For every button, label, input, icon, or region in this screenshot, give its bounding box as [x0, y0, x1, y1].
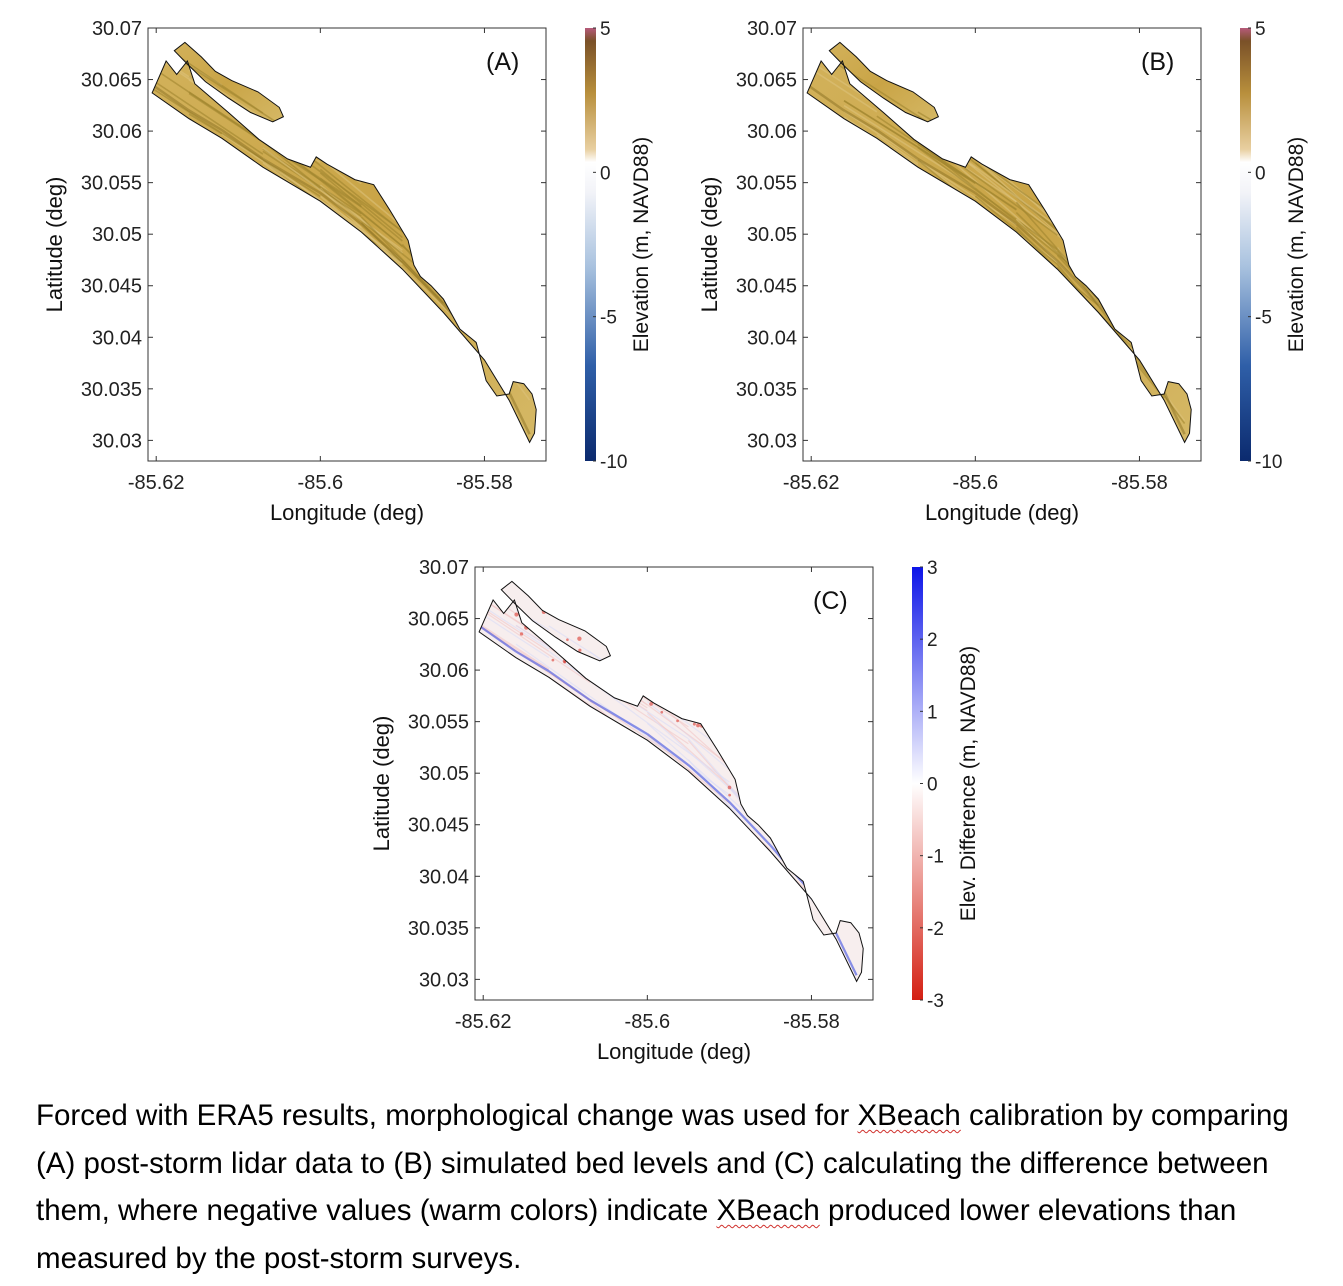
ytick-label-a-7: 30.035: [81, 379, 142, 401]
panel-label-b: (B): [1141, 48, 1174, 76]
figure-caption: Forced with ERA5 results, morphological …: [36, 1092, 1326, 1282]
ytick-label-a-8: 30.03: [92, 430, 142, 452]
xlabel-a: Longitude (deg): [270, 500, 424, 525]
domain-spit-c: [501, 581, 611, 661]
colorbar-tick-label-c-0: 3: [927, 558, 938, 579]
ytick-label-b-0: 30.07: [747, 18, 797, 40]
xlabel-c: Longitude (deg): [597, 1039, 751, 1064]
xtick-label-a-1: -85.6: [298, 472, 344, 494]
ytick-label-c-4: 30.05: [419, 763, 469, 785]
panel-label-c: (C): [813, 587, 848, 615]
ytick-label-b-8: 30.03: [747, 430, 797, 452]
ytick-label-c-0: 30.07: [419, 557, 469, 579]
ytick-label-a-2: 30.06: [92, 121, 142, 143]
ytick-label-b-7: 30.035: [736, 379, 797, 401]
xtick-label-b-0: -85.62: [783, 472, 840, 494]
colorbar-tick-label-c-3: 0: [927, 775, 938, 796]
caption-xbeach-2: XBeach: [716, 1194, 820, 1227]
figure-canvas: -85.62 -85.6 -85.5830.0730.06530.0630.0553…: [42, 18, 1308, 1064]
ytick-label-c-3: 30.055: [408, 712, 469, 734]
coastline-main-c: [478, 598, 864, 983]
ytick-label-a-3: 30.055: [81, 173, 142, 195]
coastline-spit-b: [828, 41, 940, 123]
colorbar-tick-label-a-1: 0: [600, 163, 611, 184]
domain-spit-b: [829, 42, 939, 122]
xtick-label-a-2: -85.58: [456, 472, 513, 494]
colorbar-c: [912, 567, 923, 1000]
ytick-label-c-6: 30.04: [419, 866, 469, 888]
caption-text-2: calibration by comparing (A) post-storm …: [36, 1099, 1289, 1227]
colorbar-tick-label-b-1: 0: [1255, 163, 1266, 184]
ytick-label-b-3: 30.055: [736, 173, 797, 195]
caption-xbeach-1: XBeach: [857, 1099, 961, 1132]
colorbar-label-c: Elev. Difference (m, NAVD88): [957, 646, 980, 921]
domain-spit-a: [174, 42, 284, 122]
panel-b: -85.62 -85.6 -85.5830.0730.06530.0630.0553…: [697, 18, 1308, 525]
xtick-label-a-0: -85.62: [128, 472, 185, 494]
coastline-spit-a: [173, 41, 285, 123]
colorbar-tick-label-c-4: -1: [927, 847, 944, 868]
ytick-label-b-4: 30.05: [747, 224, 797, 246]
colorbar-tick-label-a-0: 5: [600, 19, 611, 40]
colorbar-tick-label-c-1: 2: [927, 630, 938, 651]
ytick-label-c-1: 30.065: [408, 609, 469, 631]
colorbar-tick-label-c-6: -3: [927, 991, 944, 1012]
ytick-label-b-1: 30.065: [736, 70, 797, 92]
colorbar-a: [585, 28, 596, 461]
xlabel-b: Longitude (deg): [925, 500, 1079, 525]
xtick-label-b-1: -85.6: [953, 472, 999, 494]
ytick-label-b-2: 30.06: [747, 121, 797, 143]
xtick-label-b-2: -85.58: [1111, 472, 1168, 494]
xtick-label-c-1: -85.6: [625, 1011, 671, 1033]
ytick-label-c-7: 30.035: [408, 918, 469, 940]
ylabel-a: Latitude (deg): [42, 177, 67, 313]
ylabel-c: Latitude (deg): [369, 716, 394, 852]
colorbar-tick-label-c-5: -2: [927, 919, 944, 940]
colorbar-tick-label-b-0: 5: [1255, 19, 1266, 40]
caption-text-1: Forced with ERA5 results, morphological …: [36, 1099, 858, 1132]
ytick-label-c-8: 30.03: [419, 969, 469, 991]
colorbar-tick-label-c-2: 1: [927, 702, 938, 723]
xtick-label-c-2: -85.58: [783, 1011, 840, 1033]
plot-area-a: [147, 27, 547, 462]
panel-a: -85.62 -85.6 -85.5830.0730.06530.0630.0553…: [42, 18, 653, 525]
caption-text-3: produced lower elevations than measured …: [36, 1194, 1237, 1275]
panel-c: -85.62 -85.6 -85.58 30.07 30.065 30.06 30.055 3…: [369, 557, 980, 1064]
ytick-label-c-2: 30.06: [419, 660, 469, 682]
coastline-main-b: [806, 59, 1192, 444]
ytick-label-a-4: 30.05: [92, 224, 142, 246]
colorbar-tick-label-a-3: -10: [600, 452, 627, 473]
plot-area-c: [474, 566, 874, 1001]
xtick-label-c-0: -85.62: [455, 1011, 512, 1033]
ytick-label-c-5: 30.045: [408, 815, 469, 837]
colorbar-tick-label-b-2: -5: [1255, 308, 1272, 329]
colorbar-tick-label-b-3: -10: [1255, 452, 1282, 473]
colorbar-label-a: Elevation (m, NAVD88): [630, 137, 653, 353]
coastline-main-a: [151, 59, 537, 444]
coastline-spit-c: [500, 580, 612, 662]
ytick-label-a-6: 30.04: [92, 327, 142, 349]
ytick-label-b-6: 30.04: [747, 327, 797, 349]
colorbar-b: [1240, 28, 1251, 461]
panel-label-a: (A): [486, 48, 519, 76]
plot-area-b: [802, 27, 1202, 462]
colorbar-label-b: Elevation (m, NAVD88): [1285, 137, 1308, 353]
ytick-label-b-5: 30.045: [736, 276, 797, 298]
ytick-label-a-1: 30.065: [81, 70, 142, 92]
ylabel-b: Latitude (deg): [697, 177, 722, 313]
ytick-label-a-0: 30.07: [92, 18, 142, 40]
ytick-label-a-5: 30.045: [81, 276, 142, 298]
colorbar-tick-label-a-2: -5: [600, 308, 617, 329]
